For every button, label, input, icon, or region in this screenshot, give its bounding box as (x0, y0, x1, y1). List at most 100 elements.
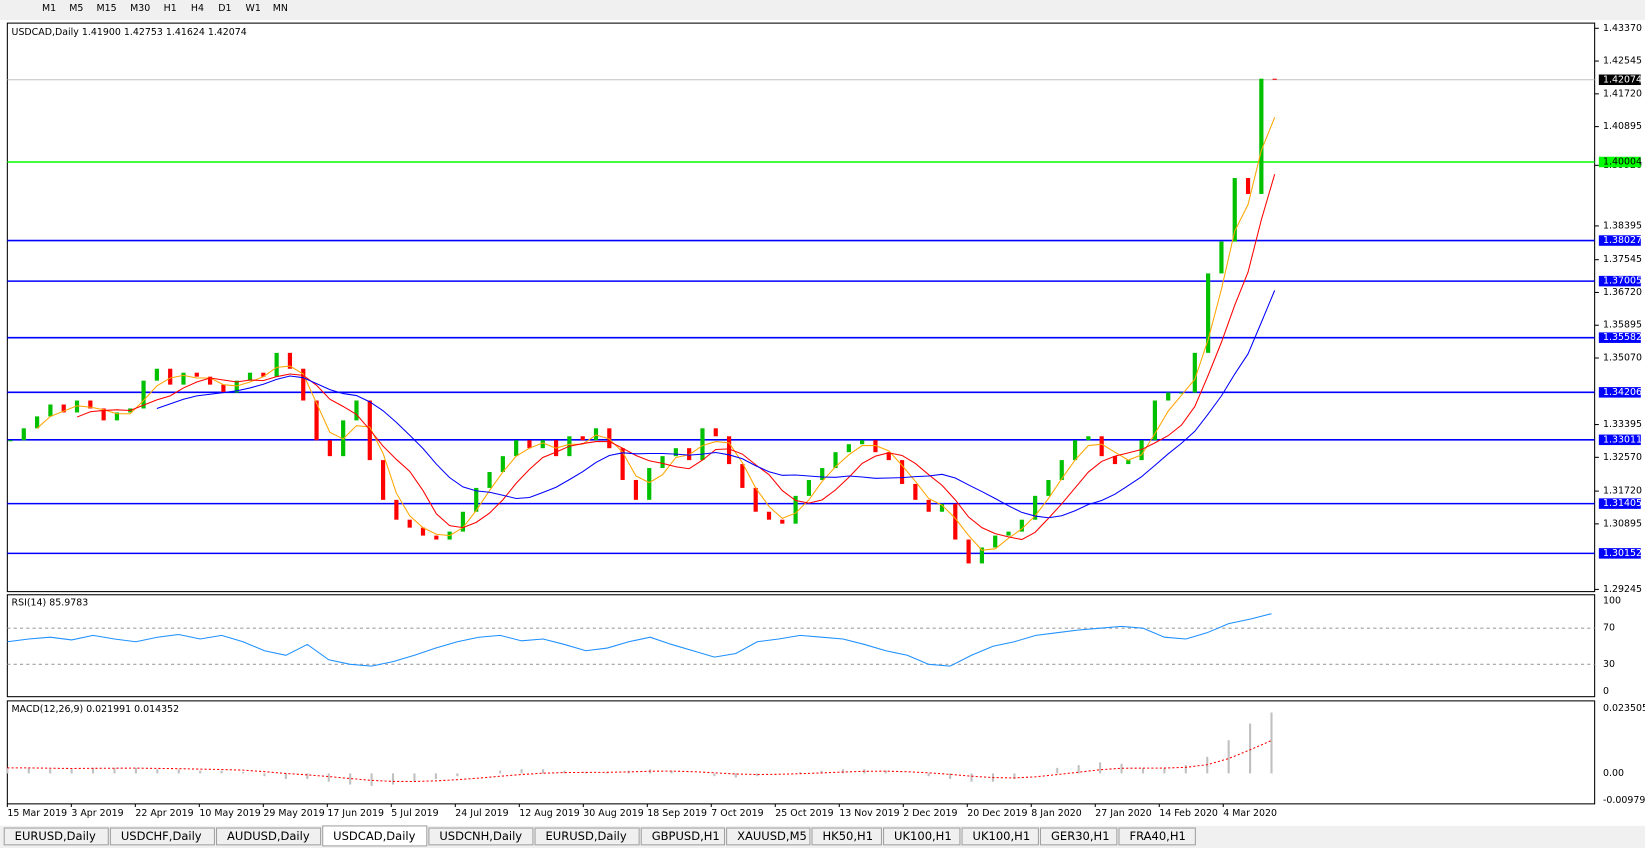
timeframe-button[interactable]: M5 (69, 3, 83, 14)
level-label-box (1598, 156, 1641, 168)
candle (1206, 273, 1211, 353)
candle (168, 368, 173, 385)
tab-label[interactable]: XAUUSD,M5 (737, 829, 807, 843)
candle (274, 352, 279, 377)
tab[interactable] (961, 827, 1039, 846)
candle (487, 472, 492, 488)
tab[interactable] (726, 827, 811, 846)
candle (394, 499, 399, 520)
tab[interactable] (109, 827, 215, 846)
candle (1072, 440, 1078, 461)
level-label-box (1598, 498, 1641, 509)
tab-label[interactable]: GER30,H1 (1051, 829, 1110, 843)
candle (1139, 440, 1144, 461)
candle (407, 519, 412, 528)
y-tick-label: 1.40895 (1603, 121, 1642, 132)
candle (354, 400, 359, 421)
x-tick-label: 27 Jan 2020 (1095, 808, 1152, 819)
candle (793, 495, 798, 524)
candle (820, 468, 825, 480)
candle (287, 352, 293, 369)
timeframe-button[interactable]: W1 (245, 3, 260, 14)
timeframe-button[interactable]: H1 (164, 3, 177, 14)
tab-label[interactable]: HK50,H1 (823, 829, 874, 843)
tab[interactable] (3, 827, 109, 846)
y-tick-label: 1.38395 (1603, 220, 1642, 231)
candle (1179, 392, 1184, 394)
candle (966, 539, 971, 564)
x-tick-label: 24 Jul 2019 (455, 808, 508, 819)
level-label: 1.40004 (1603, 156, 1642, 167)
tab[interactable] (1039, 827, 1118, 846)
candle (1046, 479, 1051, 496)
timeframe-button[interactable]: M15 (97, 3, 117, 14)
candle (48, 404, 53, 417)
level-label-box (1598, 387, 1641, 398)
x-tick-label: 7 Oct 2019 (711, 808, 763, 819)
candle (593, 428, 599, 441)
candle (61, 404, 66, 413)
x-tick-label: 20 Dec 2019 (967, 808, 1027, 819)
tab-label[interactable]: FRA40,H1 (1129, 829, 1185, 843)
candle (380, 460, 386, 500)
y-tick-label: 1.35070 (1603, 353, 1642, 364)
candle (700, 428, 705, 461)
tab-label[interactable]: USDCNH,Daily (439, 829, 522, 843)
level-label: 1.35582 (1603, 332, 1642, 343)
candle (540, 440, 545, 449)
tab-label[interactable]: EURUSD,Daily (546, 829, 627, 843)
tab-label[interactable]: UK100,H1 (973, 829, 1031, 843)
bid-label-box (1598, 74, 1641, 86)
candle (1006, 531, 1011, 536)
x-tick-label: 25 Oct 2019 (775, 808, 833, 819)
candle (740, 464, 745, 488)
x-tick-label: 14 Feb 2020 (1159, 808, 1218, 819)
x-tick-label: 30 Aug 2019 (583, 808, 643, 819)
tab[interactable] (811, 827, 882, 846)
level-label-box (1598, 548, 1641, 559)
timeframe-button[interactable]: H4 (191, 3, 204, 14)
tab-label[interactable]: GBPUSD,H1 (652, 829, 720, 843)
timeframe-button[interactable]: M30 (130, 3, 150, 14)
candle (261, 372, 266, 377)
tab[interactable] (883, 827, 961, 846)
tab-label[interactable]: UK100,H1 (894, 829, 952, 843)
y-tick-label: 1.36720 (1603, 287, 1642, 298)
candle (101, 408, 106, 421)
macd-panel (6, 700, 1596, 805)
candle (1112, 456, 1118, 465)
candle (899, 460, 905, 484)
y-tick-label: 1.42545 (1603, 56, 1642, 67)
timeframe-button[interactable]: D1 (218, 3, 231, 14)
tab[interactable] (534, 827, 640, 846)
candle (1219, 241, 1224, 274)
tab-label[interactable]: EURUSD,Daily (15, 829, 96, 843)
tab-label[interactable]: USDCAD,Daily (333, 829, 415, 843)
candle (1033, 495, 1038, 520)
candle (500, 456, 505, 473)
bid-label: 1.42074 (1603, 74, 1642, 85)
tab[interactable] (428, 827, 534, 846)
candle (21, 428, 26, 441)
candle (726, 436, 732, 465)
tab-label[interactable]: USDCHF,Daily (121, 829, 202, 843)
chart-window (0, 19, 1645, 826)
level-label: 1.30152 (1603, 548, 1642, 559)
candle (527, 440, 532, 449)
candle (194, 372, 199, 377)
candle (833, 452, 838, 469)
x-tick-label: 29 May 2019 (263, 808, 324, 819)
candle (234, 380, 239, 393)
timeframe-button[interactable]: MN (273, 3, 288, 14)
rsi-panel (6, 594, 1596, 698)
tab[interactable] (322, 825, 428, 847)
x-tick-label: 4 Mar 2020 (1223, 808, 1277, 819)
candle (1245, 178, 1251, 194)
tab[interactable] (1118, 827, 1196, 846)
tab[interactable] (640, 827, 726, 846)
tab-label[interactable]: AUDUSD,Daily (227, 829, 310, 843)
candle (620, 448, 625, 480)
timeframe-button[interactable]: M1 (42, 3, 56, 14)
level-label: 1.37005 (1603, 276, 1642, 287)
tab[interactable] (216, 827, 322, 846)
